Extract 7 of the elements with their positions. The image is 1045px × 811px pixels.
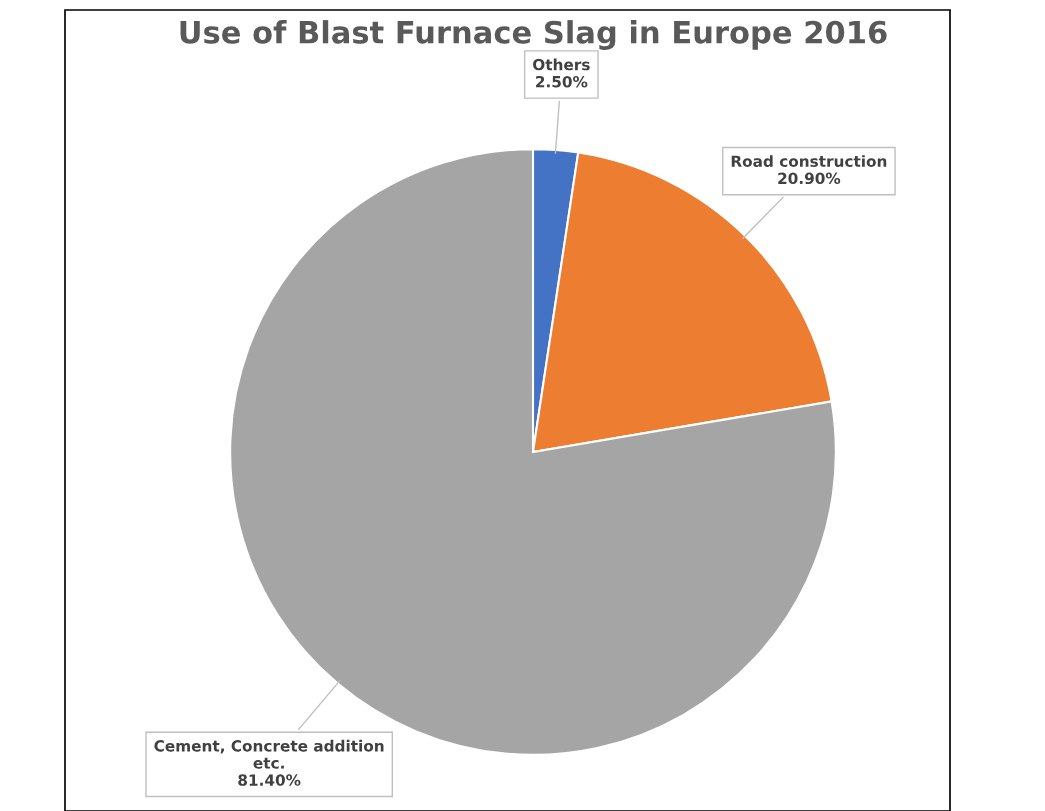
slice-label: Others: [533, 58, 590, 71]
data-label: 81.40%: [238, 774, 301, 786]
chart-title: Use of Blast Furnace Slag in Europe 2016: [180, 20, 887, 50]
slice-label: Road construction: [731, 155, 887, 167]
data-label: 20.90%: [778, 172, 841, 185]
data-label: 2.50%: [536, 75, 588, 88]
slice-label: Cement, Concrete addition etc.: [154, 739, 384, 769]
